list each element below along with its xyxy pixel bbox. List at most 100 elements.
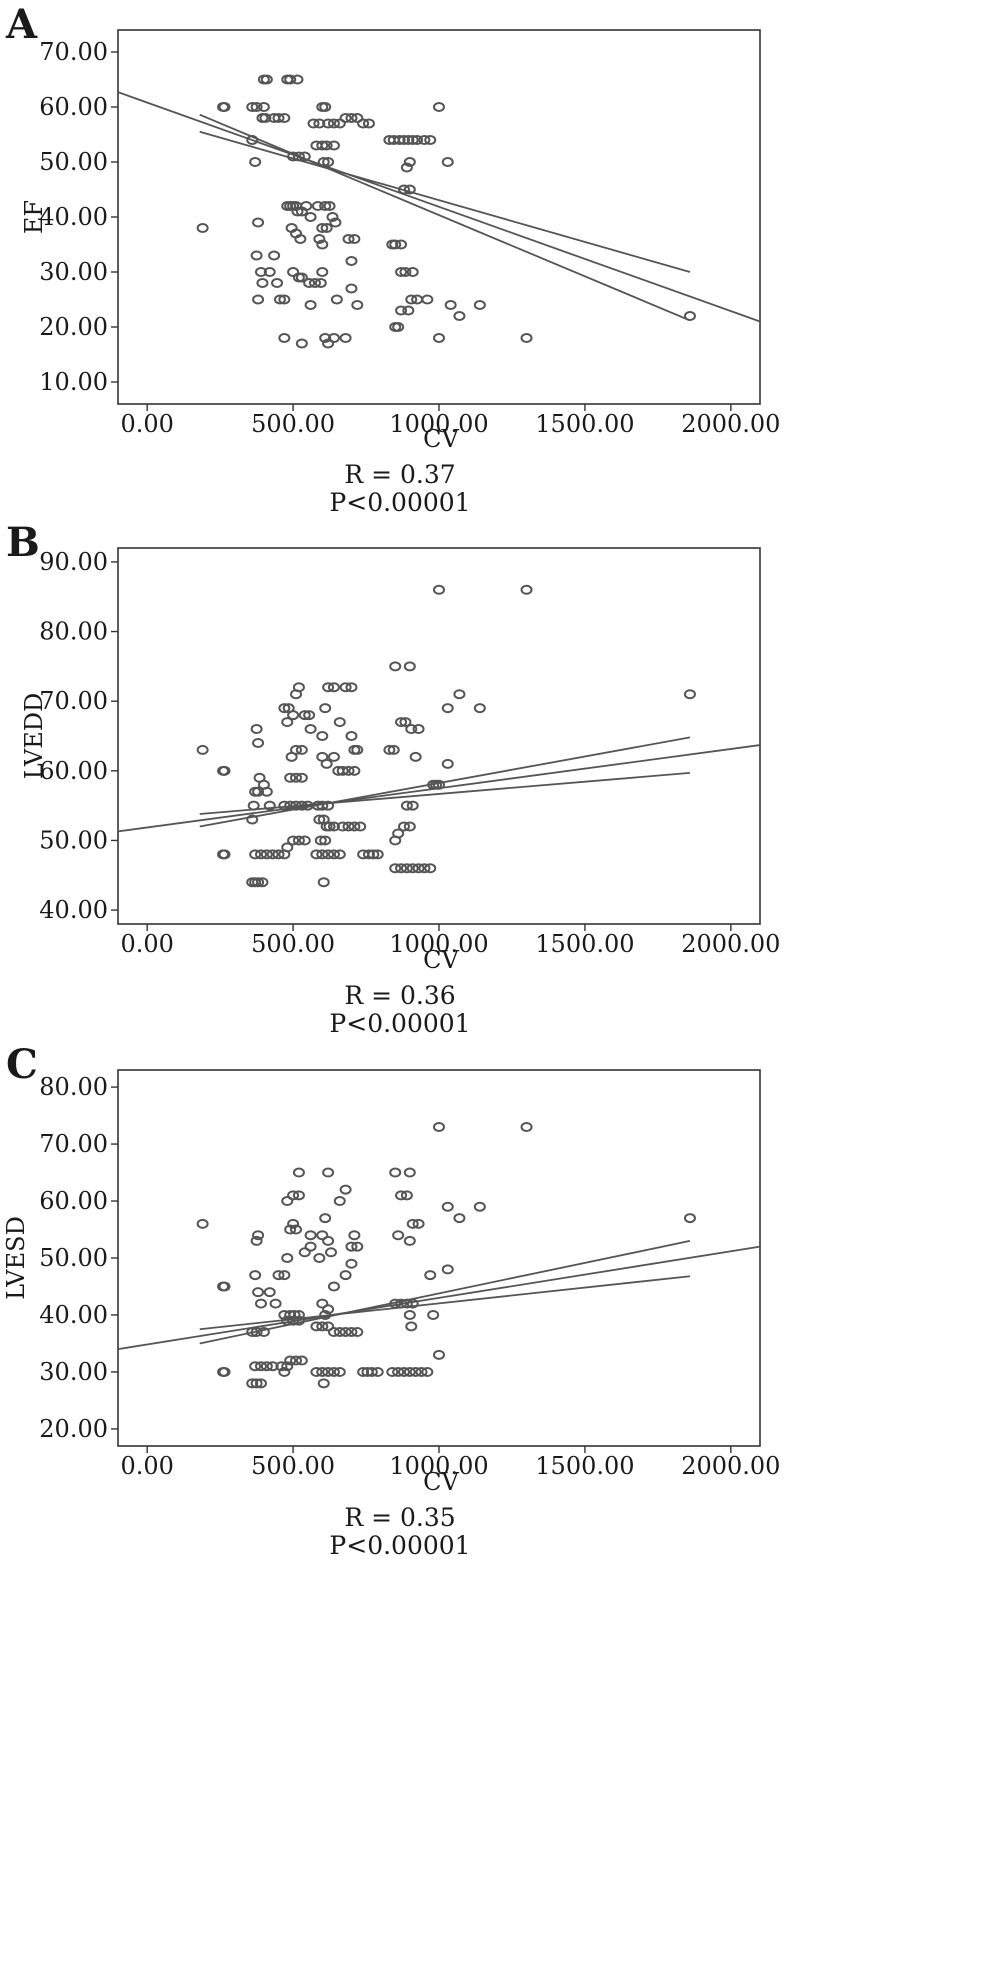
- data-point: [295, 800, 308, 811]
- data-point: [322, 849, 335, 860]
- x-tick-label: 1000.00: [389, 1452, 488, 1480]
- x-tick-label: 1000.00: [389, 930, 488, 958]
- data-point: [281, 717, 294, 728]
- data-point: [272, 1270, 285, 1281]
- data-point: [295, 338, 308, 349]
- data-point: [403, 1235, 416, 1246]
- data-point: [322, 1167, 335, 1178]
- r-value: R = 0.37: [344, 460, 455, 489]
- data-point: [392, 322, 405, 332]
- data-point: [257, 102, 270, 112]
- y-axis-title: LVESD: [2, 1216, 30, 1300]
- data-point: [273, 294, 286, 305]
- data-point: [362, 118, 375, 129]
- data-point: [300, 201, 313, 211]
- data-point: [441, 703, 454, 714]
- data-point: [322, 118, 335, 129]
- y-axis: 40.00 50.00 60.00 70.00 80.00 90.00: [39, 548, 118, 924]
- data-point: [268, 250, 281, 261]
- data-point: [292, 835, 305, 846]
- y-tick-label: 30.00: [39, 1358, 108, 1386]
- data-point: [252, 877, 265, 888]
- data-point: [399, 267, 412, 277]
- fit-line: [117, 91, 761, 323]
- data-point: [218, 1366, 231, 1377]
- data-point: [298, 835, 311, 846]
- y-tick-label: 50.00: [39, 1244, 108, 1272]
- data-point: [351, 1327, 364, 1338]
- data-point: [395, 267, 408, 277]
- data-point: [298, 1247, 311, 1258]
- data-point: [453, 689, 466, 700]
- data-point: [345, 256, 358, 266]
- data-point: [284, 1355, 297, 1366]
- data-point: [406, 1298, 419, 1309]
- confidence-line-upper: [199, 1240, 691, 1345]
- data-point: [278, 1366, 291, 1377]
- x-tick-label: 1500.00: [535, 1452, 634, 1480]
- data-point: [371, 1366, 384, 1377]
- data-point: [395, 717, 408, 728]
- y-tick-label: 40.00: [39, 1301, 108, 1329]
- data-point: [330, 294, 343, 305]
- data-point: [367, 849, 380, 860]
- data-point: [290, 1224, 303, 1235]
- y-tick-label: 50.00: [39, 148, 108, 176]
- x-tick-label: 0.00: [120, 410, 173, 438]
- y-tick-label: 60.00: [39, 1187, 108, 1215]
- data-point: [259, 113, 272, 123]
- data-point: [424, 135, 437, 145]
- data-point: [252, 294, 265, 305]
- data-point: [295, 744, 308, 755]
- y-tick-label: 30.00: [39, 258, 108, 286]
- data-point: [351, 300, 364, 310]
- data-point: [322, 1304, 335, 1315]
- data-point: [281, 1315, 294, 1326]
- data-point: [260, 1361, 273, 1372]
- p-value: P<0.00001: [329, 1531, 470, 1560]
- confidence-line-upper: [199, 130, 691, 273]
- data-point: [333, 1327, 346, 1338]
- data-point: [319, 1309, 332, 1320]
- data-point: [433, 333, 445, 343]
- data-point: [403, 1366, 416, 1377]
- x-tick-label: 1000.00: [389, 410, 488, 438]
- data-point: [304, 1241, 317, 1252]
- data-point: [304, 212, 317, 222]
- x-tick-label: 2000.00: [681, 1452, 780, 1480]
- y-tick-label: 80.00: [39, 618, 108, 646]
- data-point: [389, 1298, 402, 1309]
- data-point: [290, 800, 303, 811]
- data-point: [320, 140, 333, 151]
- data-point: [323, 821, 336, 832]
- data-point: [284, 1309, 297, 1320]
- data-point: [395, 305, 408, 316]
- data-point: [250, 1378, 263, 1389]
- fit-line: [117, 1245, 761, 1351]
- plot-area: [117, 29, 761, 405]
- y-tick-label: 10.00: [39, 368, 108, 396]
- data-point: [266, 849, 279, 860]
- data-point: [249, 157, 262, 167]
- data-point: [317, 157, 330, 167]
- data-point: [339, 682, 352, 693]
- data-point: [327, 751, 340, 762]
- data-point: [311, 201, 324, 211]
- data-point: [287, 151, 300, 162]
- x-tick-label: 2000.00: [681, 930, 780, 958]
- data-point: [402, 135, 415, 145]
- data-point: [249, 1361, 262, 1372]
- x-tick-label: 0.00: [120, 1452, 173, 1480]
- data-point: [395, 239, 408, 250]
- regression-lines: [117, 91, 761, 323]
- y-tick-label: 60.00: [39, 93, 108, 121]
- data-point: [400, 800, 413, 811]
- y-tick-label: 80.00: [39, 1073, 108, 1101]
- data-point: [319, 703, 332, 714]
- data-point: [409, 1366, 422, 1377]
- data-point: [316, 140, 329, 151]
- data-point: [453, 311, 466, 321]
- data-point: [333, 717, 346, 728]
- data-point: [323, 201, 336, 211]
